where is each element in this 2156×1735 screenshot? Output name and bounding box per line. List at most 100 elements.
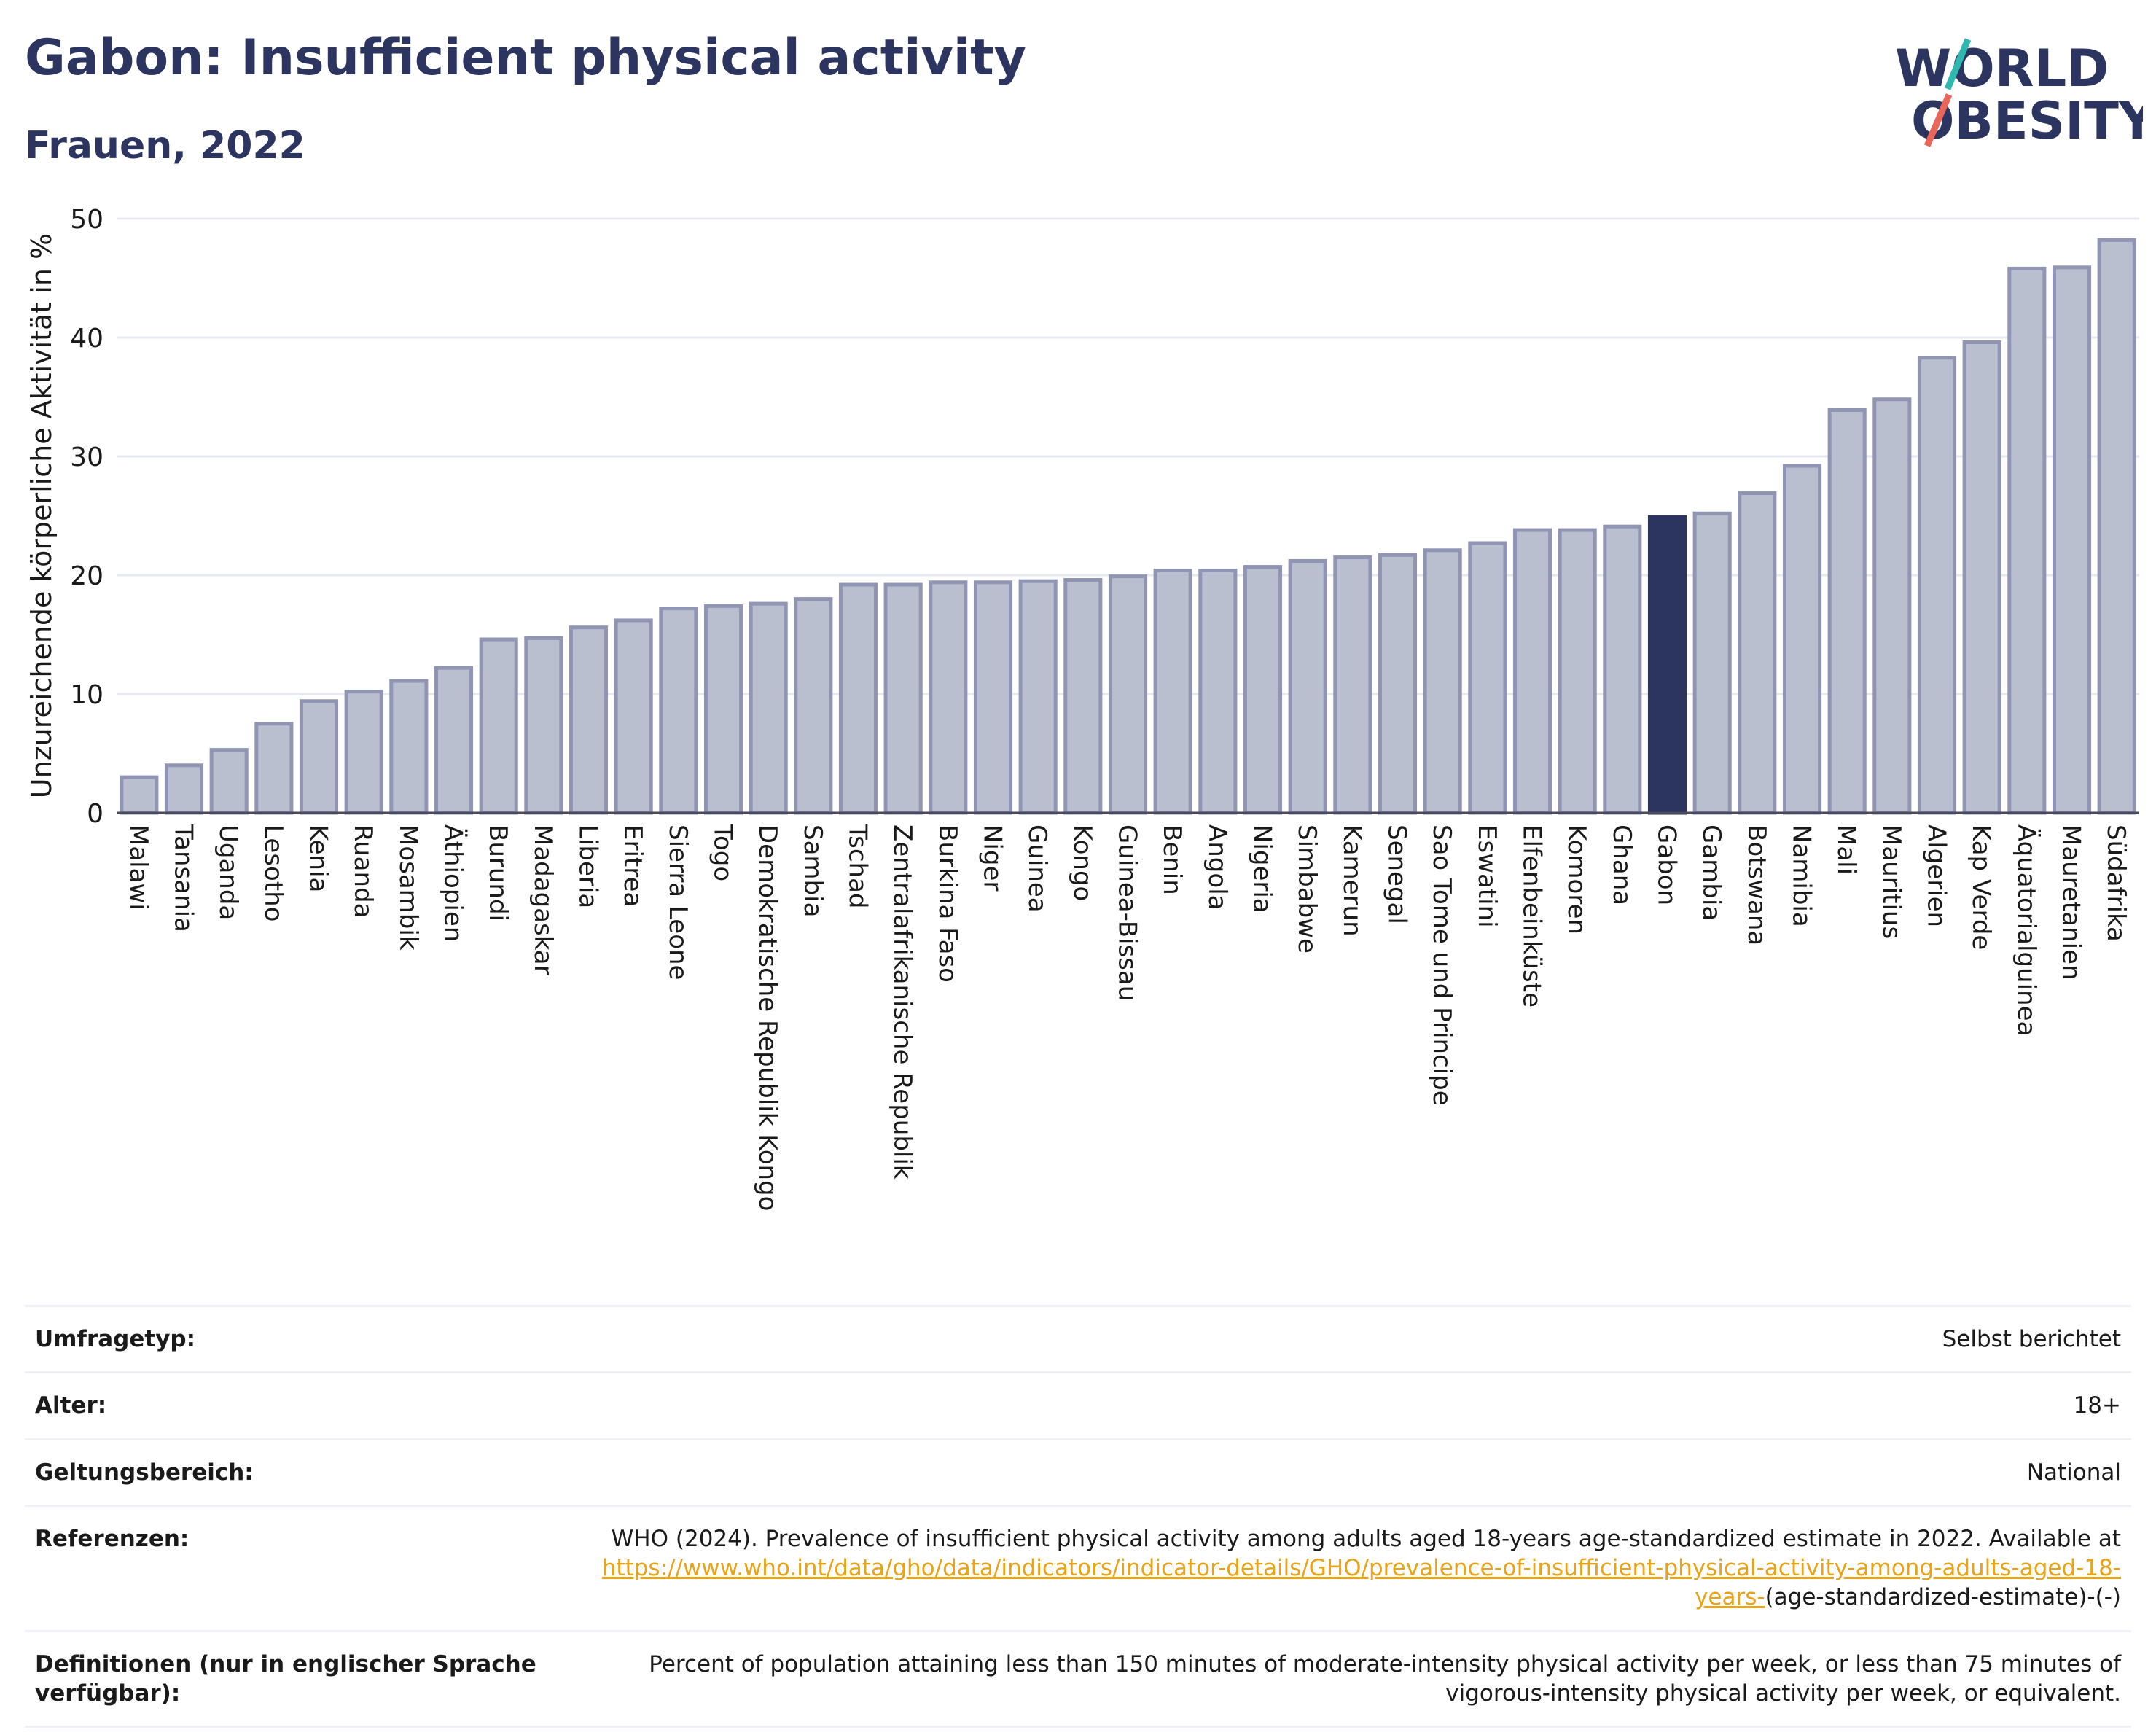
bar-eswatini [1468, 541, 1507, 815]
x-tick-label: Nigeria [1248, 824, 1277, 913]
x-tick-label: Burkina Faso [933, 824, 962, 983]
bar-angola [1198, 568, 1238, 815]
logo-line1: WORLD [1895, 39, 2109, 98]
info-value: Selbst berichtet [1942, 1326, 2121, 1352]
x-axis-labels: Malawi Tansania Uganda Lesotho Kenia Ruanda Mo… [124, 824, 2130, 1211]
x-tick-label: Kamerun [1337, 824, 1367, 937]
x-tick-label: Tschad [843, 824, 872, 909]
definitions-label: Definitionen (nur in englischer Sprache … [35, 1650, 536, 1707]
world-obesity-logo: WORLD OBESITY [1895, 38, 2143, 151]
x-tick-label: Algerien [1922, 824, 1951, 927]
bar-kenia [299, 699, 339, 815]
bar-mosambik [389, 679, 429, 815]
x-tick-label: Tansania [169, 824, 198, 932]
bar-mauretanien [2052, 265, 2092, 815]
y-tick-label: 20 [70, 561, 103, 591]
x-tick-label: Liberia [574, 824, 603, 908]
x-tick-label: Gambia [1697, 824, 1726, 921]
info-label: Geltungsbereich: [35, 1459, 254, 1486]
y-axis-label: Unzureichende körperliche Aktivität in % [26, 233, 58, 798]
info-row-scope: Geltungsbereich: National [25, 1439, 2131, 1505]
bar-malawi [120, 775, 159, 815]
x-tick-label: Komoren [1562, 824, 1591, 935]
bar-niger [973, 580, 1013, 815]
info-row-definitions: Definitionen (nur in englischer Sprache … [25, 1631, 2131, 1727]
bar-eritrea [614, 618, 653, 815]
bar-äquatorialguinea [2007, 266, 2047, 815]
bar-sao-tome-und-principe [1423, 548, 1462, 815]
x-tick-label: Mali [1832, 824, 1861, 875]
x-tick-label: Sierra Leone [663, 824, 692, 980]
x-tick-label: Uganda [214, 824, 243, 920]
bar-komoren [1558, 528, 1597, 815]
references-text: WHO (2024). Prevalence of insufficient p… [611, 1525, 2121, 1552]
x-tick-label: Malawi [124, 824, 153, 911]
y-tick-label: 40 [70, 324, 103, 354]
x-tick-label: Sambia [798, 824, 827, 917]
x-tick-label: Benin [1157, 824, 1187, 895]
y-axis-ticks: 0 10 20 30 40 50 [70, 205, 103, 829]
info-label: Alter: [35, 1392, 107, 1419]
page-subtitle: Frauen, 2022 [25, 124, 305, 168]
bar-kamerun [1333, 555, 1372, 815]
x-tick-label: Äthiopien [439, 824, 468, 942]
x-tick-label: Mosambik [394, 824, 423, 951]
x-tick-label: Botswana [1742, 824, 1771, 946]
x-tick-label: Guinea-Bissau [1113, 824, 1142, 1001]
references-link[interactable]: https://www.who.int/data/gho/data/indica… [601, 1555, 2121, 1611]
bar-benin [1153, 568, 1192, 815]
x-tick-label: Senegal [1383, 824, 1412, 924]
bar-demokratische-republik-kongo [749, 601, 788, 815]
bar-sierra-leone [659, 607, 698, 815]
bar-sambia [794, 597, 833, 815]
x-tick-label: Mauritius [1877, 824, 1906, 939]
bar-äthiopien [434, 666, 474, 815]
references-value: WHO (2024). Prevalence of insufficient p… [555, 1505, 2131, 1631]
x-tick-label: Burundi [483, 824, 512, 921]
bar-namibia [1782, 464, 1822, 815]
bar-uganda [209, 748, 249, 815]
bar-nigeria [1243, 565, 1283, 815]
x-tick-label: Guinea [1023, 824, 1052, 913]
x-tick-label: Sao Tome und Principe [1427, 824, 1456, 1106]
x-tick-label: Simbabwe [1292, 824, 1321, 954]
x-tick-label: Südafrika [2101, 824, 2130, 942]
references-label: Referenzen: [35, 1525, 190, 1552]
x-tick-label: Gabon [1652, 824, 1682, 905]
bar-ghana [1603, 524, 1642, 815]
y-tick-label: 30 [70, 442, 103, 472]
x-tick-label: Ghana [1607, 824, 1636, 905]
bar-simbabwe [1288, 558, 1327, 815]
bar-burundi [479, 637, 518, 815]
info-value: National [2026, 1459, 2121, 1486]
bar-senegal [1378, 553, 1418, 815]
x-tick-label: Eswatini [1472, 824, 1501, 928]
x-tick-label: Mauretanien [2057, 824, 2086, 980]
bar-tansania [164, 763, 204, 815]
info-row-references: Referenzen: WHO (2024). Prevalence of in… [25, 1505, 2131, 1631]
bar-kap-verde [1962, 340, 2001, 815]
info-label: Umfragetyp: [35, 1326, 195, 1352]
x-tick-label: Kongo [1068, 824, 1097, 901]
x-tick-label: Togo [708, 824, 738, 881]
y-tick-label: 50 [70, 205, 103, 235]
bar-ruanda [344, 690, 383, 815]
x-tick-label: Elfenbeinküste [1518, 824, 1547, 1007]
bar-guinea [1018, 579, 1058, 815]
x-tick-label: Angola [1203, 824, 1232, 910]
x-tick-label: Äquatorialguinea [2012, 824, 2041, 1036]
x-tick-label: Kap Verde [1966, 824, 1996, 950]
bar-liberia [569, 625, 609, 815]
x-tick-label: Ruanda [348, 824, 378, 918]
bar-kongo [1063, 578, 1103, 815]
bar-botswana [1738, 491, 1777, 815]
bar-togo [703, 604, 743, 815]
bar-tschad [838, 582, 878, 815]
bar-gabon [1647, 515, 1687, 815]
x-tick-label: Namibia [1787, 824, 1816, 927]
info-row-survey-type: Umfragetyp: Selbst berichtet [25, 1306, 2131, 1373]
x-tick-label: Zentralafrikanische Republik [888, 824, 917, 1180]
definitions-value: Percent of population attaining less tha… [649, 1650, 2121, 1707]
x-tick-label: Lesotho [259, 824, 288, 921]
bar-mali [1827, 408, 1867, 815]
